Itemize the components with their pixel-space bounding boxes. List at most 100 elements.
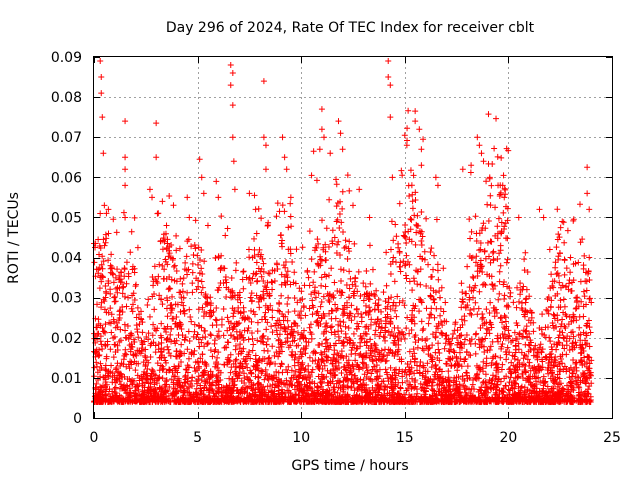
data-point <box>360 280 367 287</box>
data-point <box>488 321 495 328</box>
data-point <box>248 330 255 337</box>
data-point <box>365 296 372 303</box>
data-point <box>534 391 541 398</box>
data-point <box>289 338 296 345</box>
data-point <box>546 246 553 253</box>
data-point <box>260 383 267 390</box>
data-point <box>358 335 365 342</box>
data-point <box>113 365 120 372</box>
data-point <box>164 261 171 268</box>
data-point <box>464 392 471 399</box>
data-point <box>141 352 148 359</box>
data-point <box>91 398 98 405</box>
data-point <box>425 351 432 358</box>
data-point <box>337 392 344 399</box>
data-point <box>327 369 334 376</box>
data-point <box>524 375 531 382</box>
data-point <box>116 338 123 345</box>
data-point <box>97 210 104 217</box>
data-point <box>568 343 575 350</box>
data-point <box>446 355 453 362</box>
data-point <box>155 210 162 217</box>
data-point <box>251 311 258 318</box>
data-point <box>176 353 183 360</box>
data-point <box>587 329 594 336</box>
data-point <box>517 286 524 293</box>
data-point <box>94 331 101 338</box>
data-point <box>561 303 568 310</box>
data-point <box>172 365 179 372</box>
data-point <box>333 176 340 183</box>
data-point <box>561 345 568 352</box>
data-point <box>403 325 410 332</box>
data-point <box>531 385 538 392</box>
data-point <box>102 282 109 289</box>
data-point <box>271 352 278 359</box>
data-point <box>466 337 473 344</box>
data-point <box>161 266 168 273</box>
data-point <box>466 386 473 393</box>
data-point <box>519 370 526 377</box>
data-point <box>493 384 500 391</box>
data-point <box>420 347 427 354</box>
data-point <box>339 393 346 400</box>
data-point <box>335 359 342 366</box>
data-point <box>332 358 339 365</box>
data-point <box>218 213 225 220</box>
data-point <box>174 369 181 376</box>
data-point <box>553 244 560 251</box>
data-point <box>282 264 289 271</box>
data-point <box>290 374 297 381</box>
data-point <box>273 327 280 334</box>
data-point <box>103 353 110 360</box>
data-point <box>561 323 568 330</box>
data-point <box>234 375 241 382</box>
data-point <box>493 310 500 317</box>
data-point <box>531 398 538 405</box>
data-point <box>309 358 316 365</box>
data-point <box>476 344 483 351</box>
data-point <box>132 283 139 290</box>
data-point <box>352 350 359 357</box>
data-point <box>228 390 235 397</box>
data-point <box>323 336 330 343</box>
data-point <box>91 398 98 405</box>
data-point <box>383 282 390 289</box>
data-point <box>180 389 187 396</box>
data-point <box>314 317 321 324</box>
data-point <box>134 304 141 311</box>
data-point <box>467 235 474 242</box>
data-point <box>215 328 222 335</box>
data-point <box>559 360 566 367</box>
data-point <box>484 201 491 208</box>
data-point <box>115 316 122 323</box>
data-point <box>477 246 484 253</box>
data-point <box>274 331 281 338</box>
data-point <box>555 253 562 260</box>
data-point <box>564 333 571 340</box>
data-point <box>97 338 104 345</box>
data-point <box>569 328 576 335</box>
data-point <box>382 320 389 327</box>
data-point <box>522 328 529 335</box>
data-point <box>108 396 115 403</box>
data-point <box>147 390 154 397</box>
data-point <box>169 255 176 262</box>
data-point <box>111 388 118 395</box>
data-point <box>431 252 438 259</box>
data-point <box>289 352 296 359</box>
data-point <box>321 271 328 278</box>
data-point <box>564 392 571 399</box>
data-point <box>275 353 282 360</box>
data-point <box>479 316 486 323</box>
data-point <box>128 305 135 312</box>
data-point <box>265 222 272 229</box>
data-point <box>317 253 324 260</box>
data-point <box>254 337 261 344</box>
data-point <box>537 393 544 400</box>
data-point <box>487 202 494 209</box>
data-point <box>125 336 132 343</box>
data-point <box>278 341 285 348</box>
data-point <box>425 261 432 268</box>
data-point <box>213 317 220 324</box>
